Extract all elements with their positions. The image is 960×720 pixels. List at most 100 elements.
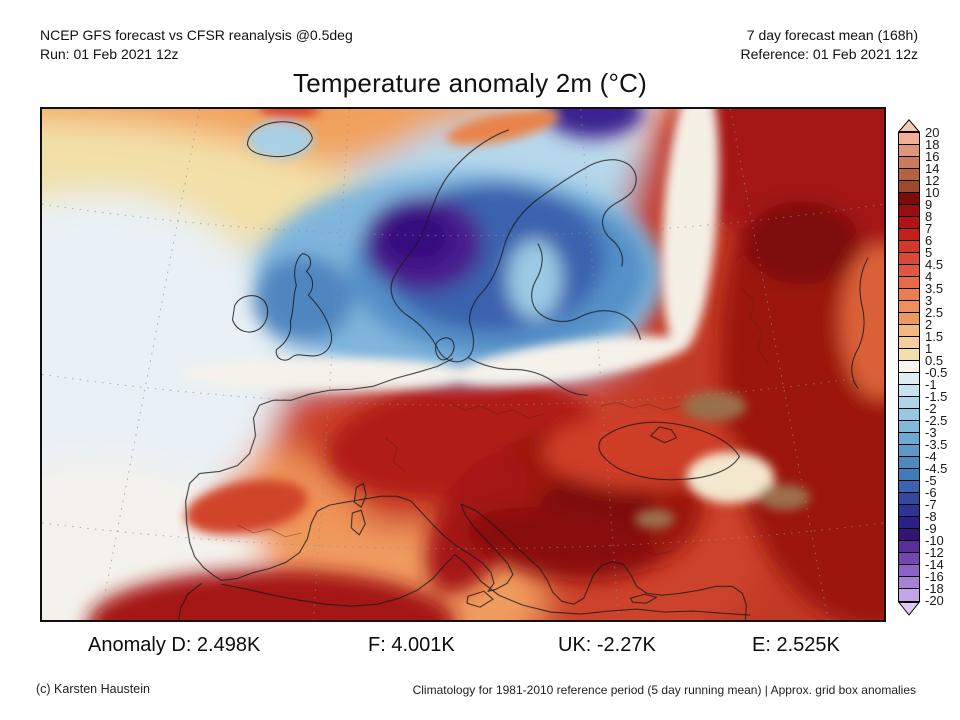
border-squiggle-russia — [740, 287, 769, 365]
field-region-neutral-band-central — [454, 335, 688, 386]
colorbar-tick-label: -1 — [925, 377, 937, 392]
header-forecast-info: 7 day forecast mean (168h) Reference: 01 … — [741, 26, 918, 64]
colorbar-cell--5..-4.5 — [899, 469, 919, 481]
colorbar-cell-4.5..5 — [899, 253, 919, 265]
colorbar-under-triangle — [898, 602, 920, 616]
header-model-info: NCEP GFS forecast vs CFSR reanalysis @0.… — [40, 26, 353, 64]
field-layer-mid — [87, 109, 884, 620]
colorbar-tick-label: 10 — [925, 185, 940, 200]
colorbar-tick-label: -16 — [925, 569, 944, 584]
colorbar-tick-label: -8 — [925, 509, 937, 524]
colorbar-cell--6..-5 — [899, 481, 919, 493]
colorbar-tick-label: 7 — [925, 221, 933, 236]
colorbar-cell--16..-14 — [899, 565, 919, 577]
colorbar-tick-label: -4.5 — [925, 461, 948, 476]
colorbar-tick-label: 12 — [925, 173, 940, 188]
colorbar-cell--12..-10 — [899, 541, 919, 553]
field-region-neutral-band-west — [181, 357, 471, 392]
colorbar-cell-10..12 — [899, 181, 919, 193]
field-region-brown-patch-central-anatolia — [634, 509, 675, 529]
colorbar-cell--20..-18 — [899, 589, 919, 601]
colorbar-tick-label: 4 — [925, 269, 933, 284]
colorbar-tick-label: 2 — [925, 317, 933, 332]
field-region-warm-band-north-mid — [262, 109, 501, 132]
border-squiggle-east-europe — [600, 401, 681, 411]
anomaly-stat-uk: UK: -2.27K — [558, 634, 656, 656]
colorbar-cell--1..-0.5 — [899, 373, 919, 385]
field-region-red-north-of-iceland — [259, 109, 320, 119]
continental-west-coast — [185, 358, 454, 581]
colorbar-tick-label: 20 — [925, 125, 940, 140]
field-region-blue-light-bothnia — [507, 239, 562, 319]
colorbar-tick-label: -20 — [925, 593, 944, 608]
sicily-coast — [466, 590, 494, 608]
colorbar-tick-label: 4.5 — [925, 257, 944, 272]
colorbar-cell-2..2.5 — [899, 313, 919, 325]
field-region-red-patch-iberia — [185, 479, 308, 535]
colorbar-cell-5..6 — [899, 241, 919, 253]
colorbar-tick-label: 9 — [925, 197, 933, 212]
page-title: Temperature anomaly 2m (°C) — [293, 68, 647, 98]
colorbar-tick-label: 1 — [925, 341, 933, 356]
climatology-note: Climatology for 1981-2010 reference peri… — [412, 683, 916, 697]
colorbar-cell--14..-12 — [899, 553, 919, 565]
north-africa-coast — [178, 554, 751, 620]
colorbar-cell--3.5..-3 — [899, 433, 919, 445]
italy-coast — [410, 500, 514, 592]
baltic-south-coast — [467, 357, 588, 396]
cyprus-coast — [630, 593, 658, 604]
colorbar-tick-label: 5 — [925, 245, 933, 260]
anomaly-stat-f: F: 4.001K — [368, 634, 455, 656]
sardinia-coast — [350, 509, 366, 536]
colorbar-tick-label: -5 — [925, 473, 937, 488]
colorbar-tick-label: -18 — [925, 581, 944, 596]
colorbar-tick-label: -2.5 — [925, 413, 948, 428]
over-triangle-shape — [898, 119, 920, 132]
colorbar-cell-1.5..2 — [899, 325, 919, 337]
field-region-orange-finnmark — [446, 109, 560, 145]
field-region-brown-patch-east-ukraine — [682, 391, 747, 421]
colorbar-cell--18..-16 — [899, 577, 919, 589]
colorbar-cell-14..16 — [899, 157, 919, 169]
anomaly-map — [40, 107, 886, 622]
colorbar-tick-label: -3 — [925, 425, 937, 440]
field-region-maroon-patch-east — [744, 201, 861, 285]
finland-gulf-coast — [531, 243, 642, 340]
iceland-coast — [247, 121, 313, 158]
colorbar-cell-9..10 — [899, 193, 919, 205]
iberia-south-east-coast — [221, 495, 412, 581]
colorbar-legend: 20 18 16 14 12 10 9 8 7 6 5 4.5 4 3.5 3 2.5 2 1.5 1 0.5 -0.5… — [898, 119, 960, 631]
colorbar-tick-label: -14 — [925, 557, 944, 572]
graticule-lines — [42, 109, 884, 620]
colorbar-cell-12..14 — [899, 169, 919, 181]
lat-arc-mid — [42, 373, 884, 406]
field-region-blue-scotland — [253, 255, 354, 343]
colorbar-tick-label: 2.5 — [925, 305, 944, 320]
colorbar-cell--2.5..-2 — [899, 409, 919, 421]
header-reference-line: Reference: 01 Feb 2021 12z — [740, 46, 918, 62]
lat-arc-north — [42, 203, 884, 237]
colorbar-cell--3..-2.5 — [899, 421, 919, 433]
lon-line-east-inner — [580, 109, 620, 620]
coastlines — [178, 121, 869, 620]
field-layer-fine — [181, 109, 811, 535]
colorbar-tick-label: -6 — [925, 485, 937, 500]
colorbar-cell--1.5..-1 — [899, 385, 919, 397]
colorbar-cell--0.5..0.5 — [899, 361, 919, 373]
colorbar-cell--8..-7 — [899, 505, 919, 517]
colorbar-tick-label: 14 — [925, 161, 940, 176]
colorbar-cell--2..-1.5 — [899, 397, 919, 409]
colorbar-tick-label: 16 — [925, 149, 940, 164]
colorbar-cell-3.5..4 — [899, 277, 919, 289]
scandinavia-west-coast — [390, 129, 590, 363]
border-squiggle-central-europe — [448, 401, 545, 419]
anomaly-stat-d: Anomaly D: 2.498K — [88, 634, 261, 656]
lat-arc-south — [42, 522, 884, 550]
colorbar-cell-18..20 — [899, 133, 919, 145]
crimea-coast — [650, 426, 677, 444]
field-region-purple-inner-norway — [382, 211, 453, 265]
great-britain-coast — [275, 253, 332, 361]
colorbar-cell--10..-9 — [899, 529, 919, 541]
denmark-coast — [435, 337, 455, 361]
